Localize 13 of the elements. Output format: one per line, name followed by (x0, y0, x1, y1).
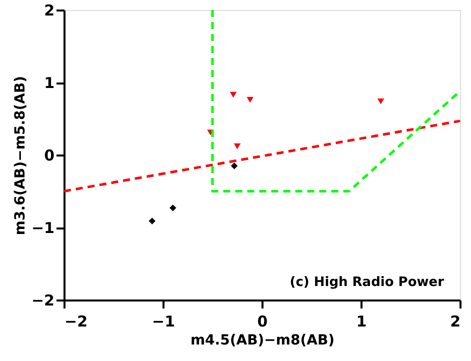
y-tick-label: 1 (44, 74, 54, 92)
y-tick-label: 0 (44, 146, 54, 164)
y-tick-label: 2 (44, 2, 54, 20)
y-tick-label: −2 (31, 292, 54, 310)
x-tick-label: 0 (257, 312, 268, 330)
y-axis-title: m3.6(AB)−m5.8(AB) (12, 76, 28, 236)
x-tick-label: 2 (450, 312, 460, 330)
annotation: (c) High Radio Power (290, 275, 445, 290)
x-axis-title: m4.5(AB)−m8(AB) (190, 332, 335, 348)
y-tick-label: −1 (31, 219, 54, 237)
x-tick-label: −2 (64, 312, 88, 330)
x-tick-label: 1 (356, 312, 367, 330)
x-tick-label: −1 (152, 312, 176, 330)
